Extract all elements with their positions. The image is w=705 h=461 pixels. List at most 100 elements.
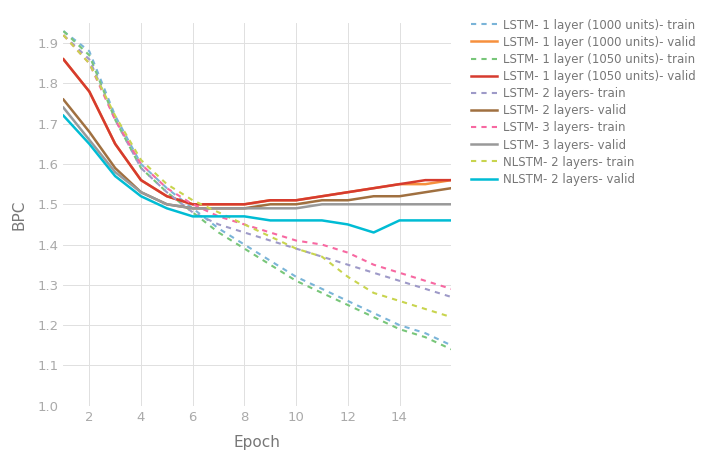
LSTM- 2 layers- train	[292, 246, 300, 251]
LSTM- 3 layers- train	[240, 222, 249, 227]
LSTM- 2 layers- valid	[292, 201, 300, 207]
LSTM- 3 layers- valid	[214, 206, 223, 211]
LSTM- 3 layers- valid	[240, 206, 249, 211]
LSTM- 1 layer (1050 units)- valid	[111, 141, 119, 147]
LSTM- 1 layer (1050 units)- train	[111, 117, 119, 123]
NLSTM- 2 layers- train	[188, 197, 197, 203]
LSTM- 1 layer (1050 units)- valid	[188, 201, 197, 207]
LSTM- 1 layer (1050 units)- train	[240, 246, 249, 251]
LSTM- 1 layer (1000 units)- valid	[343, 189, 352, 195]
LSTM- 3 layers- valid	[59, 105, 68, 110]
NLSTM- 2 layers- train	[137, 157, 145, 163]
LSTM- 1 layer (1000 units)- train	[447, 343, 455, 348]
LSTM- 1 layer (1050 units)- train	[214, 230, 223, 235]
LSTM- 3 layers- train	[447, 286, 455, 292]
LSTM- 1 layer (1050 units)- train	[59, 28, 68, 34]
LSTM- 3 layers- train	[318, 242, 326, 248]
Line: LSTM- 1 layer (1050 units)- valid: LSTM- 1 layer (1050 units)- valid	[63, 59, 451, 204]
NLSTM- 2 layers- valid	[137, 194, 145, 199]
LSTM- 1 layer (1000 units)- train	[111, 113, 119, 118]
LSTM- 2 layers- train	[111, 117, 119, 123]
LSTM- 2 layers- valid	[240, 206, 249, 211]
NLSTM- 2 layers- valid	[421, 218, 429, 223]
LSTM- 1 layer (1050 units)- train	[343, 302, 352, 308]
LSTM- 2 layers- train	[318, 254, 326, 260]
LSTM- 3 layers- train	[188, 201, 197, 207]
LSTM- 3 layers- valid	[85, 137, 94, 142]
NLSTM- 2 layers- train	[421, 306, 429, 312]
NLSTM- 2 layers- train	[59, 32, 68, 38]
LSTM- 3 layers- train	[421, 278, 429, 284]
LSTM- 1 layer (1050 units)- valid	[85, 89, 94, 95]
LSTM- 1 layer (1000 units)- train	[369, 310, 378, 316]
LSTM- 1 layer (1050 units)- valid	[266, 197, 274, 203]
NLSTM- 2 layers- valid	[447, 218, 455, 223]
LSTM- 1 layer (1000 units)- train	[292, 274, 300, 279]
LSTM- 2 layers- valid	[343, 197, 352, 203]
NLSTM- 2 layers- valid	[188, 213, 197, 219]
LSTM- 1 layer (1000 units)- valid	[447, 177, 455, 183]
NLSTM- 2 layers- train	[85, 60, 94, 66]
LSTM- 1 layer (1050 units)- train	[137, 165, 145, 171]
NLSTM- 2 layers- train	[396, 298, 404, 304]
LSTM- 1 layer (1000 units)- valid	[85, 89, 94, 95]
LSTM- 2 layers- valid	[111, 165, 119, 171]
LSTM- 1 layer (1000 units)- train	[59, 28, 68, 34]
LSTM- 2 layers- valid	[396, 194, 404, 199]
NLSTM- 2 layers- valid	[214, 213, 223, 219]
LSTM- 2 layers- valid	[369, 194, 378, 199]
LSTM- 1 layer (1050 units)- valid	[343, 189, 352, 195]
NLSTM- 2 layers- valid	[292, 218, 300, 223]
LSTM- 1 layer (1050 units)- valid	[59, 57, 68, 62]
NLSTM- 2 layers- train	[369, 290, 378, 296]
LSTM- 1 layer (1000 units)- train	[343, 298, 352, 304]
Line: LSTM- 1 layer (1000 units)- valid: LSTM- 1 layer (1000 units)- valid	[63, 59, 451, 204]
LSTM- 1 layer (1050 units)- valid	[137, 177, 145, 183]
LSTM- 2 layers- valid	[59, 97, 68, 102]
LSTM- 3 layers- train	[111, 117, 119, 123]
NLSTM- 2 layers- train	[447, 314, 455, 320]
LSTM- 1 layer (1000 units)- valid	[188, 201, 197, 207]
LSTM- 1 layer (1050 units)- train	[163, 189, 171, 195]
LSTM- 1 layer (1000 units)- train	[266, 258, 274, 263]
NLSTM- 2 layers- train	[240, 222, 249, 227]
LSTM- 3 layers- valid	[292, 206, 300, 211]
LSTM- 3 layers- valid	[318, 201, 326, 207]
LSTM- 1 layer (1050 units)- valid	[396, 181, 404, 187]
LSTM- 1 layer (1050 units)- train	[292, 278, 300, 284]
LSTM- 1 layer (1000 units)- valid	[266, 197, 274, 203]
LSTM- 3 layers- train	[59, 32, 68, 38]
LSTM- 1 layer (1050 units)- valid	[447, 177, 455, 183]
LSTM- 2 layers- train	[447, 294, 455, 300]
Legend: LSTM- 1 layer (1000 units)- train, LSTM- 1 layer (1000 units)- valid, LSTM- 1 la: LSTM- 1 layer (1000 units)- train, LSTM-…	[467, 15, 699, 189]
LSTM- 1 layer (1000 units)- valid	[111, 141, 119, 147]
NLSTM- 2 layers- train	[214, 210, 223, 215]
LSTM- 1 layer (1050 units)- valid	[214, 201, 223, 207]
LSTM- 2 layers- train	[396, 278, 404, 284]
NLSTM- 2 layers- valid	[266, 218, 274, 223]
LSTM- 2 layers- train	[421, 286, 429, 292]
LSTM- 1 layer (1000 units)- train	[240, 242, 249, 248]
LSTM- 3 layers- valid	[421, 201, 429, 207]
LSTM- 1 layer (1000 units)- train	[188, 206, 197, 211]
LSTM- 1 layer (1000 units)- valid	[318, 194, 326, 199]
NLSTM- 2 layers- valid	[396, 218, 404, 223]
LSTM- 1 layer (1000 units)- valid	[59, 57, 68, 62]
LSTM- 3 layers- train	[266, 230, 274, 235]
NLSTM- 2 layers- train	[318, 254, 326, 260]
LSTM- 2 layers- valid	[214, 206, 223, 211]
Line: LSTM- 3 layers- train: LSTM- 3 layers- train	[63, 35, 451, 289]
LSTM- 2 layers- valid	[266, 201, 274, 207]
LSTM- 3 layers- train	[137, 161, 145, 167]
LSTM- 2 layers- valid	[421, 189, 429, 195]
LSTM- 1 layer (1050 units)- valid	[292, 197, 300, 203]
Line: LSTM- 1 layer (1050 units)- train: LSTM- 1 layer (1050 units)- train	[63, 31, 451, 349]
Line: LSTM- 2 layers- train: LSTM- 2 layers- train	[63, 35, 451, 297]
LSTM- 1 layer (1000 units)- train	[163, 185, 171, 191]
LSTM- 2 layers- train	[137, 165, 145, 171]
NLSTM- 2 layers- train	[111, 113, 119, 118]
LSTM- 1 layer (1050 units)- train	[369, 314, 378, 320]
LSTM- 3 layers- valid	[137, 189, 145, 195]
NLSTM- 2 layers- valid	[111, 173, 119, 179]
LSTM- 1 layer (1050 units)- valid	[240, 201, 249, 207]
